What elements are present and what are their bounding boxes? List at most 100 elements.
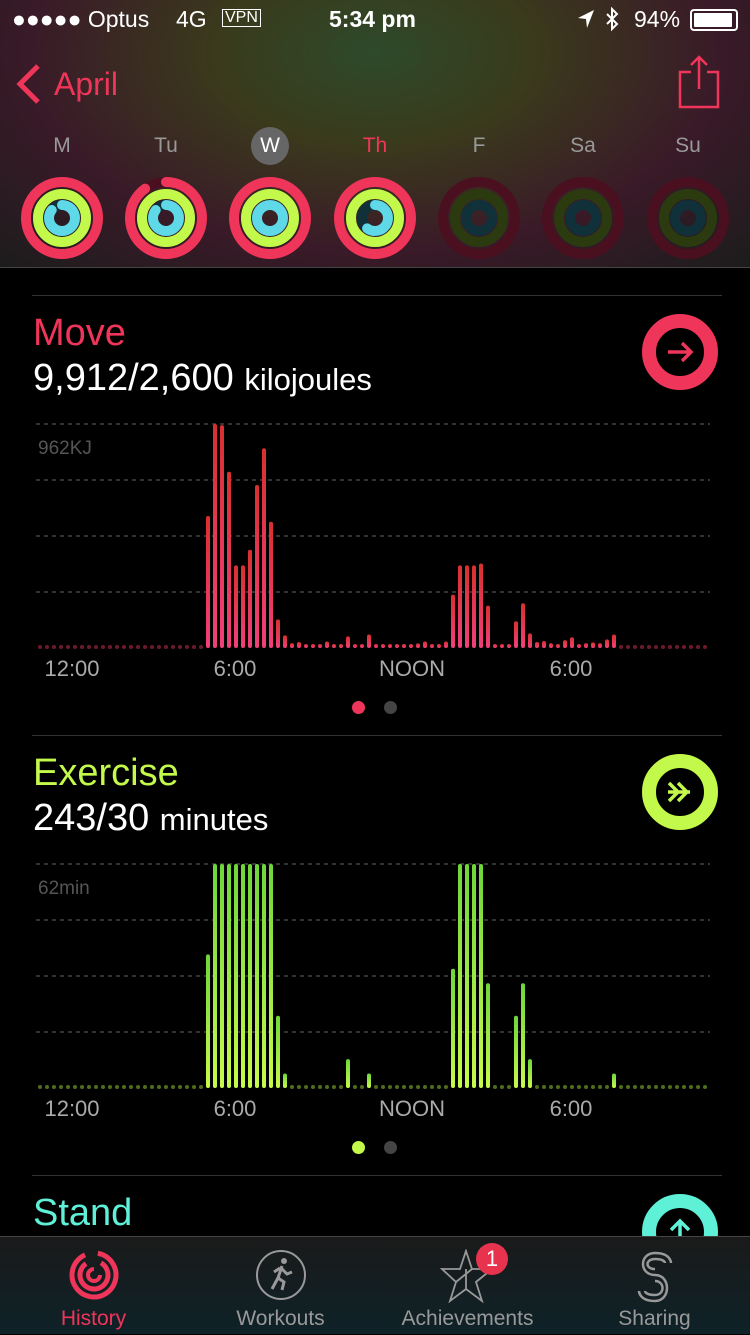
day-label[interactable]: M: [12, 134, 112, 158]
chevron-left-icon: [16, 64, 40, 104]
sharing-icon: [637, 1251, 672, 1303]
bar-empty: [640, 645, 644, 649]
location-icon: [576, 8, 596, 36]
bar-empty: [535, 1085, 539, 1089]
bar: [416, 643, 420, 648]
bar-empty: [66, 645, 70, 649]
day-label[interactable]: F: [429, 134, 529, 158]
bar: [255, 485, 259, 648]
bar-empty: [143, 1085, 147, 1089]
bar-empty: [598, 1085, 602, 1089]
bar-empty: [87, 645, 91, 649]
day-label[interactable]: Sa: [533, 134, 633, 158]
bar-empty: [318, 1085, 322, 1089]
bar-empty: [556, 1085, 560, 1089]
bar-empty: [416, 1085, 420, 1089]
bar: [269, 521, 273, 648]
bar: [458, 565, 462, 648]
activity-rings-m[interactable]: [20, 176, 104, 260]
y-max-label: 62min: [38, 878, 90, 899]
bar-empty: [353, 1085, 357, 1089]
bar-empty: [45, 645, 49, 649]
bar: [213, 424, 217, 648]
battery-percent: 94%: [634, 6, 681, 32]
bar: [535, 641, 539, 648]
bar-empty: [500, 1085, 504, 1089]
bar: [227, 864, 231, 1088]
bar: [220, 864, 224, 1088]
bar: [248, 864, 252, 1088]
bar: [234, 864, 238, 1088]
bar: [528, 1059, 532, 1088]
bar-empty: [59, 645, 63, 649]
bar: [521, 983, 525, 1088]
bar-empty: [570, 1085, 574, 1089]
day-label[interactable]: Th: [325, 134, 425, 158]
activity-rings-icon: [69, 1250, 118, 1300]
stand-title: Stand: [33, 1192, 133, 1234]
bar: [409, 644, 413, 648]
bar: [423, 641, 427, 648]
bar: [591, 642, 595, 648]
tab-history[interactable]: History: [0, 1237, 187, 1335]
page-dot-active[interactable]: [352, 1141, 365, 1154]
activity-rings-th[interactable]: [333, 176, 417, 260]
day-label[interactable]: Tu: [116, 134, 216, 158]
bar-empty: [675, 1085, 679, 1089]
bar-empty: [563, 1085, 567, 1089]
activity-rings-sa[interactable]: [541, 176, 625, 260]
day-label[interactable]: W: [220, 127, 320, 165]
move-ring: [125, 177, 207, 259]
bar-empty: [577, 1085, 581, 1089]
bar-empty: [507, 1085, 511, 1089]
exercise-ring-track: [659, 189, 717, 247]
bar-empty: [703, 645, 707, 649]
tab-achievements[interactable]: 1 Achievements: [374, 1237, 561, 1335]
day-label-text: Tu: [154, 134, 178, 157]
page-indicator[interactable]: [352, 1141, 416, 1159]
bar: [346, 1059, 350, 1088]
tab-workouts[interactable]: Workouts: [187, 1237, 374, 1335]
bar-empty: [199, 645, 203, 649]
activity-rings-su[interactable]: [646, 176, 730, 260]
page-dot[interactable]: [384, 701, 397, 714]
move-unit: kilojoules: [244, 362, 372, 397]
tab-label: History: [60, 1307, 127, 1330]
divider: [32, 295, 722, 296]
tab-sharing[interactable]: Sharing: [561, 1237, 748, 1335]
stand-ring-track: [670, 200, 706, 236]
vpn-badge: VPN: [222, 9, 261, 27]
bar-empty: [94, 1085, 98, 1089]
bar: [402, 644, 406, 648]
page-dot[interactable]: [384, 1141, 397, 1154]
bar: [493, 644, 497, 648]
exercise-detail-button[interactable]: [640, 752, 720, 837]
stand-ring-track: [565, 200, 601, 236]
bar-empty: [339, 1085, 343, 1089]
x-tick-label: 6:00: [549, 656, 593, 681]
activity-rings-w[interactable]: [228, 176, 312, 260]
bar-empty: [619, 645, 623, 649]
bar-empty: [437, 1085, 441, 1089]
page-indicator[interactable]: [352, 701, 416, 719]
bar-empty: [192, 645, 196, 649]
bar: [444, 641, 448, 648]
back-button[interactable]: April: [14, 62, 118, 106]
activity-rings-f[interactable]: [437, 176, 521, 260]
divider: [32, 735, 722, 736]
bar: [584, 643, 588, 648]
page-dot-active[interactable]: [352, 701, 365, 714]
bar: [304, 644, 308, 648]
bar-empty: [171, 1085, 175, 1089]
bar-empty: [290, 1085, 294, 1089]
exercise-ring: [346, 189, 404, 247]
bar: [500, 644, 504, 648]
exercise-unit: minutes: [159, 802, 269, 837]
activity-rings-tu[interactable]: [124, 176, 208, 260]
day-label[interactable]: Su: [638, 134, 738, 158]
share-button[interactable]: [678, 54, 720, 115]
x-tick-label: 6:00: [213, 656, 257, 681]
bar-empty: [185, 645, 189, 649]
bar-empty: [591, 1085, 595, 1089]
move-detail-button[interactable]: [640, 312, 720, 397]
